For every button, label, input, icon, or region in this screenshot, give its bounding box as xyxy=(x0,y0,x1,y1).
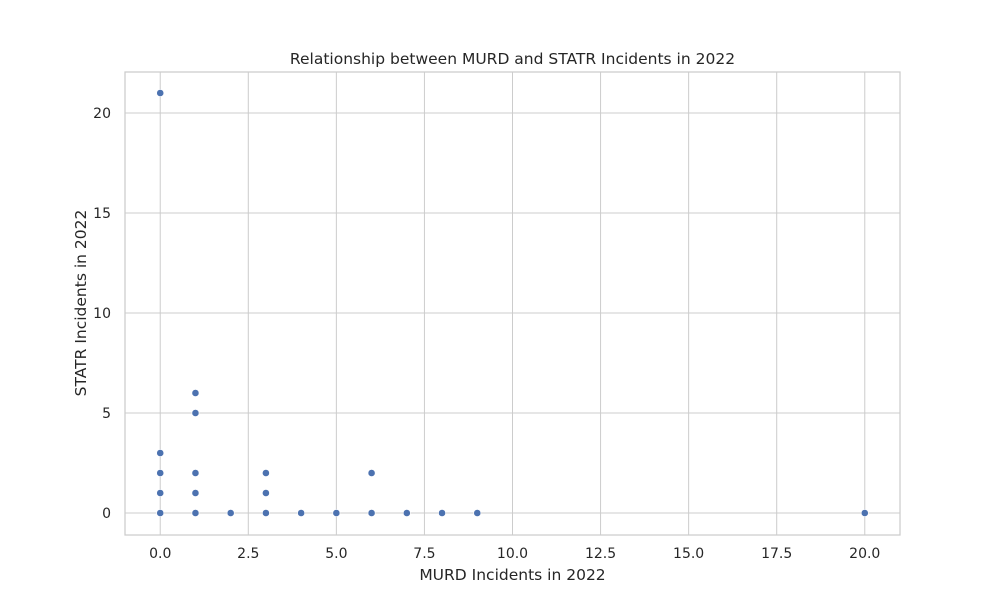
y-axis-ticks: 0 5 10 15 20 xyxy=(93,106,111,522)
scatter-point xyxy=(191,389,200,397)
scatter-point xyxy=(402,509,411,517)
scatter-point xyxy=(191,469,200,477)
scatter-point xyxy=(438,509,446,517)
x-tick-label: 5.0 xyxy=(325,546,347,562)
chart-title: Relationship between MURD and STATR Inci… xyxy=(290,50,735,68)
scatter-point xyxy=(191,489,200,497)
plot-frame xyxy=(124,71,901,536)
y-tick-label: 0 xyxy=(102,506,111,522)
x-tick-label: 12.5 xyxy=(585,546,616,562)
scatter-point xyxy=(473,509,482,517)
scatter-point xyxy=(156,469,165,477)
scatter-point xyxy=(297,509,306,517)
x-tick-label: 10.0 xyxy=(497,546,528,562)
grid-lines xyxy=(125,72,900,535)
y-tick-label: 10 xyxy=(93,306,111,322)
scatter-point xyxy=(262,509,270,517)
x-axis-label: MURD Incidents in 2022 xyxy=(419,566,605,584)
scatter-point xyxy=(156,449,165,457)
scatter-point xyxy=(191,509,200,517)
scatter-point xyxy=(156,509,165,517)
y-axis-label: STATR Incidents in 2022 xyxy=(72,210,90,397)
scatter-point xyxy=(156,489,165,497)
y-tick-label: 20 xyxy=(93,106,111,122)
scatter-point xyxy=(191,409,200,417)
x-tick-label: 15.0 xyxy=(673,546,704,562)
x-tick-label: 7.5 xyxy=(413,546,435,562)
data-points xyxy=(156,89,869,517)
y-tick-label: 5 xyxy=(102,406,111,422)
scatter-point xyxy=(860,509,869,517)
scatter-point xyxy=(226,509,235,517)
x-tick-label: 0.0 xyxy=(149,546,171,562)
x-axis-ticks: 0.0 2.5 5.0 7.5 10.0 12.5 15.0 17.5 20.0 xyxy=(149,546,880,562)
y-tick-label: 15 xyxy=(93,206,111,222)
scatter-point xyxy=(262,489,270,497)
x-tick-label: 17.5 xyxy=(761,546,792,562)
scatter-point xyxy=(262,469,270,477)
scatter-point xyxy=(367,509,376,517)
scatter-point xyxy=(156,89,165,97)
x-tick-label: 20.0 xyxy=(849,546,880,562)
scatter-point xyxy=(367,469,376,477)
scatter-point xyxy=(332,509,341,517)
x-tick-label: 2.5 xyxy=(237,546,259,562)
